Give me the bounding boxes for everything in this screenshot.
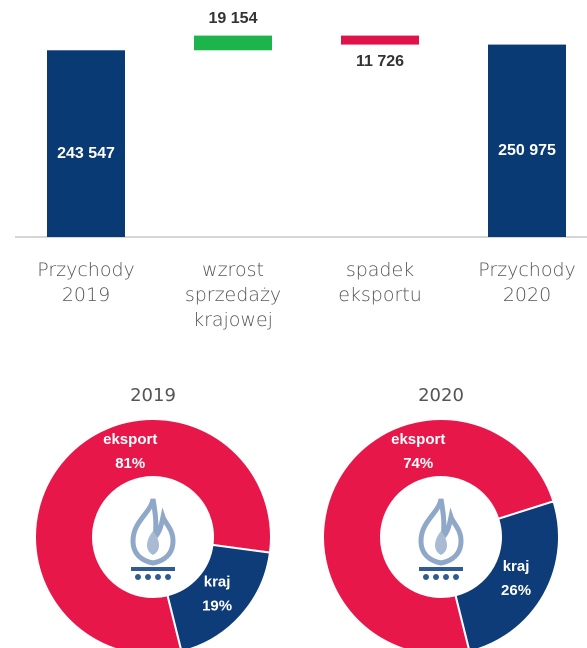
slice-value-label: 19% (202, 597, 232, 614)
slice-label: eksport (103, 431, 157, 448)
pie-title: 2019 (130, 385, 176, 406)
logo-dot (135, 574, 141, 580)
category-label: Przychody 2019 (37, 259, 135, 306)
logo-bar (419, 567, 463, 571)
logo-dot (443, 574, 449, 580)
bar (341, 35, 419, 45)
pie-slice (166, 543, 272, 648)
value-label: 19 154 (209, 10, 258, 27)
slice-value-label: 81% (115, 455, 145, 472)
category-label: Przychody 2020 (478, 259, 576, 306)
pie-slice (322, 418, 555, 648)
pie-title: 2020 (418, 385, 464, 406)
slice-label: kraj (204, 573, 231, 590)
bar (488, 44, 566, 238)
slice-label: kraj (503, 558, 530, 575)
value-label: 11 726 (356, 53, 404, 70)
logo-dot (453, 574, 459, 580)
category-label: spadek eksportu (338, 259, 422, 306)
slice-value-label: 74% (403, 455, 433, 472)
logo-bar (131, 567, 175, 571)
value-label: 243 547 (57, 145, 115, 162)
logo-dot (423, 574, 429, 580)
bar (47, 50, 125, 237)
category-label: wzrost sprzedaży krajowej (184, 259, 282, 331)
logo (130, 498, 176, 580)
value-label: 250 975 (498, 142, 556, 159)
pie-slice (454, 500, 560, 648)
bar (194, 35, 272, 51)
logo-dot (145, 574, 151, 580)
logo-flame-inner (435, 531, 447, 555)
logo-dot (155, 574, 161, 580)
slice-label: eksport (391, 431, 445, 448)
logo-dot (433, 574, 439, 580)
pie-slice (34, 418, 272, 648)
logo-flame-inner (147, 531, 159, 555)
logo (418, 498, 464, 580)
logo-dot (165, 574, 171, 580)
slice-value-label: 26% (501, 582, 531, 599)
